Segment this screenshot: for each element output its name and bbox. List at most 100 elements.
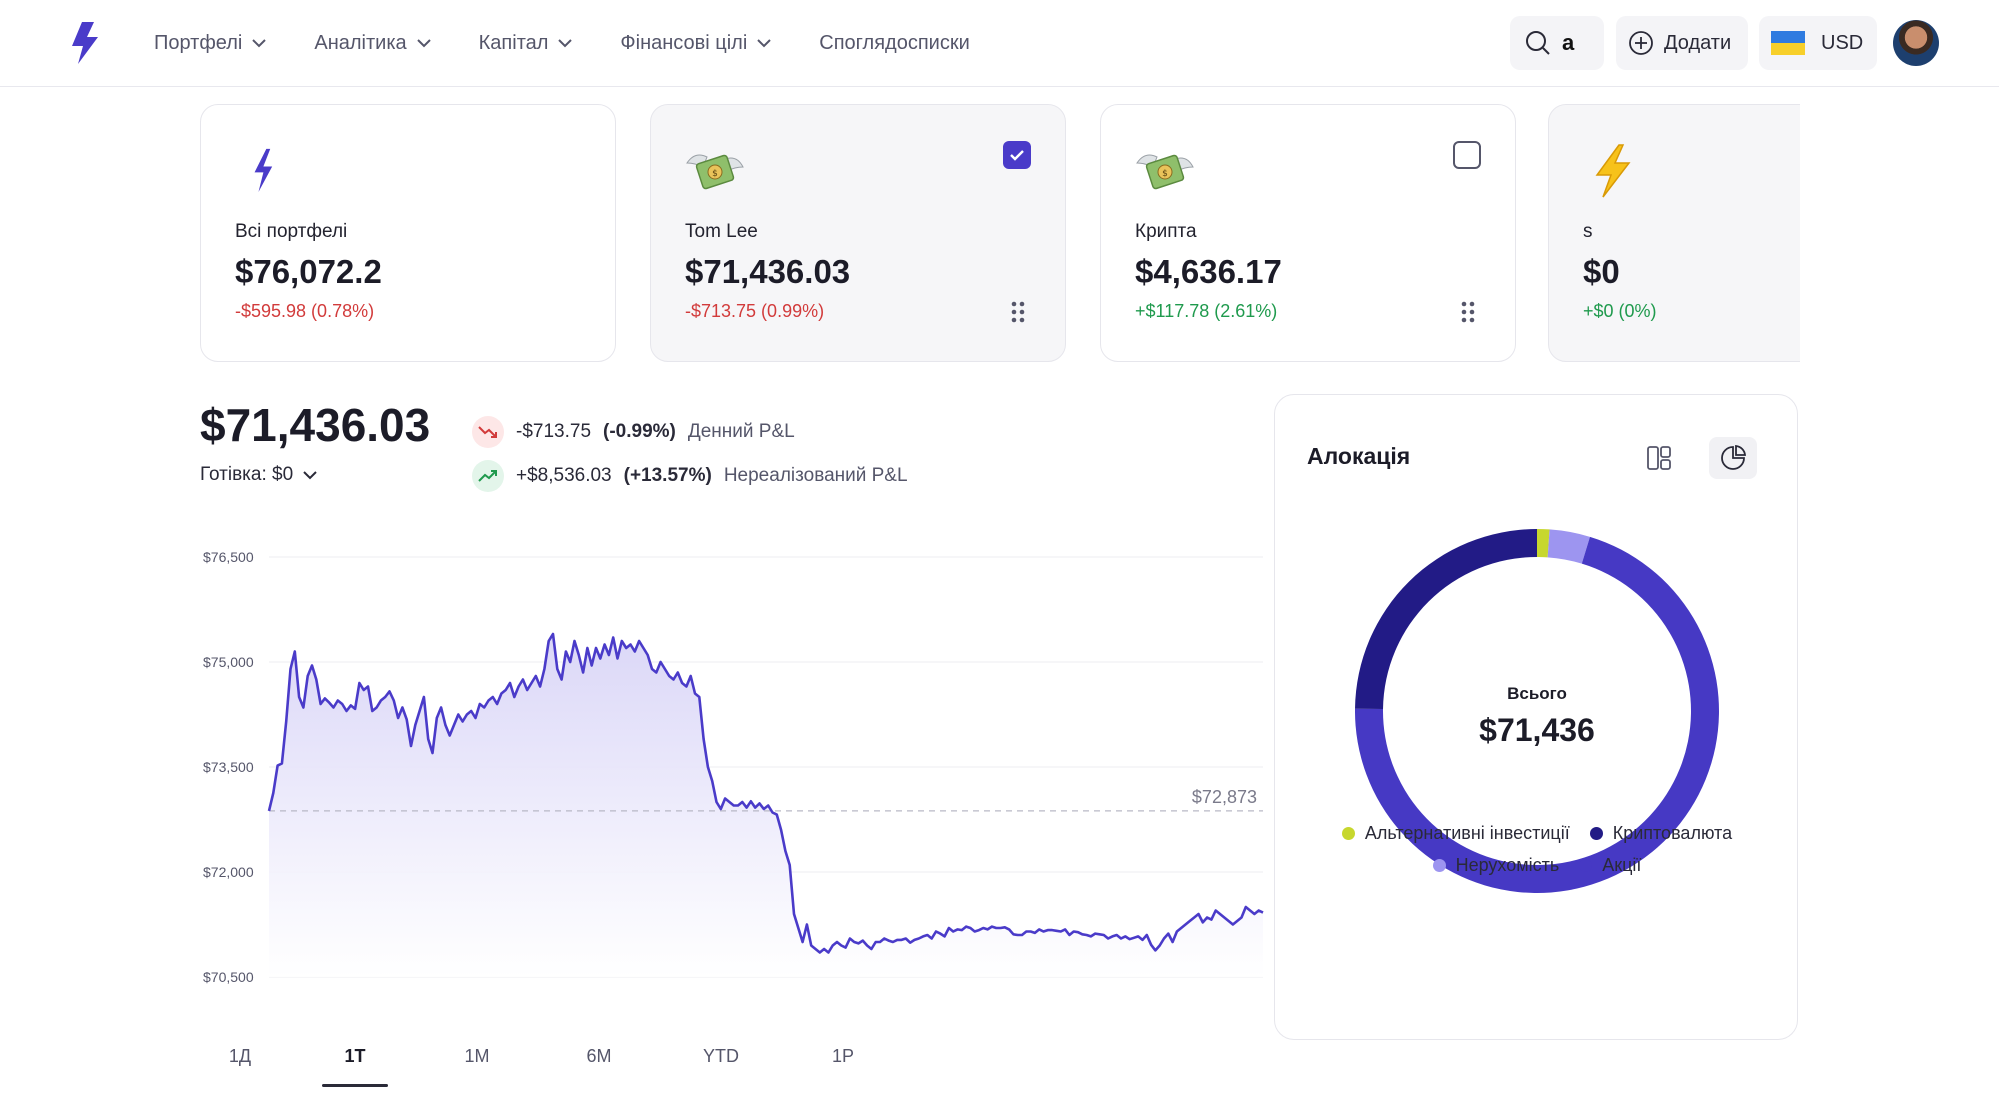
tab-1w[interactable]: 1Т [344,1046,366,1066]
portfolio-name: s [1583,221,1593,242]
portfolio-value: $71,436.03 [685,253,851,290]
trend-down-icon [472,416,504,448]
donut-slice[interactable] [1537,529,1550,558]
portfolio-change: -$713.75 (0.99%) [685,301,825,321]
tab-1d[interactable]: 1Д [228,1046,252,1066]
chevron-down-icon [416,39,431,48]
legend-dot [1432,859,1446,872]
nav-item-watchlists[interactable]: Споглядосписки [819,32,969,55]
svg-text:$: $ [1162,169,1168,179]
y-tick-label: $75,000 [203,654,254,670]
tab-1m[interactable]: 1М [464,1046,490,1066]
donut-slice[interactable] [1547,529,1590,564]
portfolio-card-all[interactable]: Всі портфелі $76,072.2 -$595.98 (0.78%) [200,104,616,362]
logo-bolt-icon[interactable] [68,20,104,66]
allocation-title: Алокація [1307,443,1411,469]
ukraine-flag-icon [1771,31,1805,55]
cash-label: Готівка: $0 [200,464,294,485]
y-tick-label: $73,500 [203,759,254,775]
chevron-down-icon [558,39,573,48]
period-tabs: 1Д 1Т 1М 6М YTD 1Р [200,1030,900,1090]
nav-item-analytics[interactable]: Аналітика [314,32,431,55]
daily-pl-percent: (-0.99%) [603,421,676,442]
pie-chart-icon [1721,445,1746,470]
cards-overflow-clip: s $0 +$0 (0%) [1548,104,1800,364]
reference-label: $72,873 [1192,787,1257,807]
cash-selector[interactable]: Готівка: $0 [200,464,317,486]
portfolio-card-crypto[interactable]: $ Крипта $4,636.17 +$117.78 (2.61%) [1100,104,1516,362]
money-wings-icon: $ [686,154,744,190]
grid-view-button[interactable] [1635,437,1683,479]
trend-up-icon [472,460,504,492]
series-line [267,632,1264,954]
nav-item-portfolios[interactable]: Портфелі [154,32,267,55]
unrealized-pl-row: +$8,536.03 (+13.57%) Нереалізований P&L [472,460,908,492]
portfolio-card-tom-lee[interactable]: $ Tom Lee $71,436.03 -$713.75 (0.99%) [650,104,1066,362]
legend-item: Акції [1579,855,1641,876]
nav-item-capital[interactable]: Капітал [479,32,573,55]
donut-center-value: $71,436 [1479,712,1595,748]
y-tick-label: $70,500 [203,969,254,985]
portfolio-name: Крипта [1135,221,1197,242]
chart-area-fill [269,634,1263,977]
unrealized-pl-amount: +$8,536.03 [516,465,612,486]
search-button[interactable]: a [1510,16,1604,70]
legend-item: Криптовалюта [1589,823,1733,844]
legend-item: Альтернативні інвестиції [1341,823,1570,844]
drag-handle-icon[interactable] [1011,301,1025,323]
currency-label: USD [1821,31,1864,54]
donut-slice[interactable] [1355,529,1537,710]
allocation-panel: Алокація Всього $71,436 Альтернативні ін… [1274,394,1798,1040]
bolt-icon [254,148,273,192]
lightning-emoji-icon [1595,144,1631,198]
unrealized-pl-percent: (+13.57%) [623,465,712,486]
tab-6m[interactable]: 6М [586,1046,612,1066]
legend-dot [1589,827,1603,840]
daily-pl-amount: -$713.75 [516,421,592,442]
svg-text:$: $ [712,169,718,179]
y-tick-label: $72,000 [203,864,254,880]
nav-item-label: Портфелі [154,32,243,54]
daily-pl-label: Денний P&L [687,421,795,442]
tab-ytd[interactable]: YTD [703,1046,739,1066]
donut-center-label: Всього [1507,684,1567,703]
avatar[interactable] [1893,20,1939,66]
plus-circle-icon [1629,31,1653,55]
y-tick-label: $76,500 [203,549,254,565]
drag-handle-icon[interactable] [1461,301,1475,323]
portfolio-card-s[interactable]: s $0 +$0 (0%) [1548,104,1800,362]
search-badge: a [1562,30,1575,55]
currency-selector[interactable]: USD [1759,16,1877,70]
add-button[interactable]: Додати [1616,16,1748,70]
search-icon [1526,31,1550,55]
chevron-down-icon [252,39,267,48]
portfolio-value-chart[interactable]: $76,500 $75,000 $73,500 $72,000 $70,500 $72,8… [195,535,1265,1005]
daily-pl-row: -$713.75 (-0.99%) Денний P&L [472,416,795,448]
portfolio-name: Всі портфелі [235,221,348,242]
active-tab-indicator [322,1084,388,1087]
checkmark-icon [1010,150,1024,161]
legend-label: Криптовалюта [1612,823,1733,843]
portfolio-value: $0 [1583,253,1620,290]
legend-label: Акції [1602,855,1642,875]
nav-item-label: Аналітика [314,32,407,54]
chevron-down-icon [303,470,317,479]
nav-item-financial-goals[interactable]: Фінансові цілі [620,32,771,55]
nav-item-label: Фінансові цілі [620,32,748,54]
legend-dot [1341,827,1355,840]
main-nav: Портфелі Аналітика Капітал Фінансові ціл… [154,0,1018,87]
nav-item-label: Споглядосписки [819,32,970,54]
allocation-donut-chart[interactable]: Всього $71,436 [1355,529,1719,893]
tab-1y[interactable]: 1Р [831,1046,855,1066]
portfolio-checkbox[interactable] [1453,141,1481,169]
pie-view-button[interactable] [1709,437,1757,479]
portfolio-change: +$117.78 (2.61%) [1135,301,1278,321]
unrealized-pl-label: Нереалізований P&L [723,465,908,486]
portfolio-change: +$0 (0%) [1583,301,1657,321]
portfolio-value: $4,636.17 [1135,253,1282,290]
add-button-label: Додати [1664,31,1732,54]
chevron-down-icon [757,39,771,48]
legend-label: Альтернативні інвестиції [1364,823,1570,843]
portfolio-checkbox[interactable] [1003,141,1031,169]
legend-dot [1579,859,1593,872]
